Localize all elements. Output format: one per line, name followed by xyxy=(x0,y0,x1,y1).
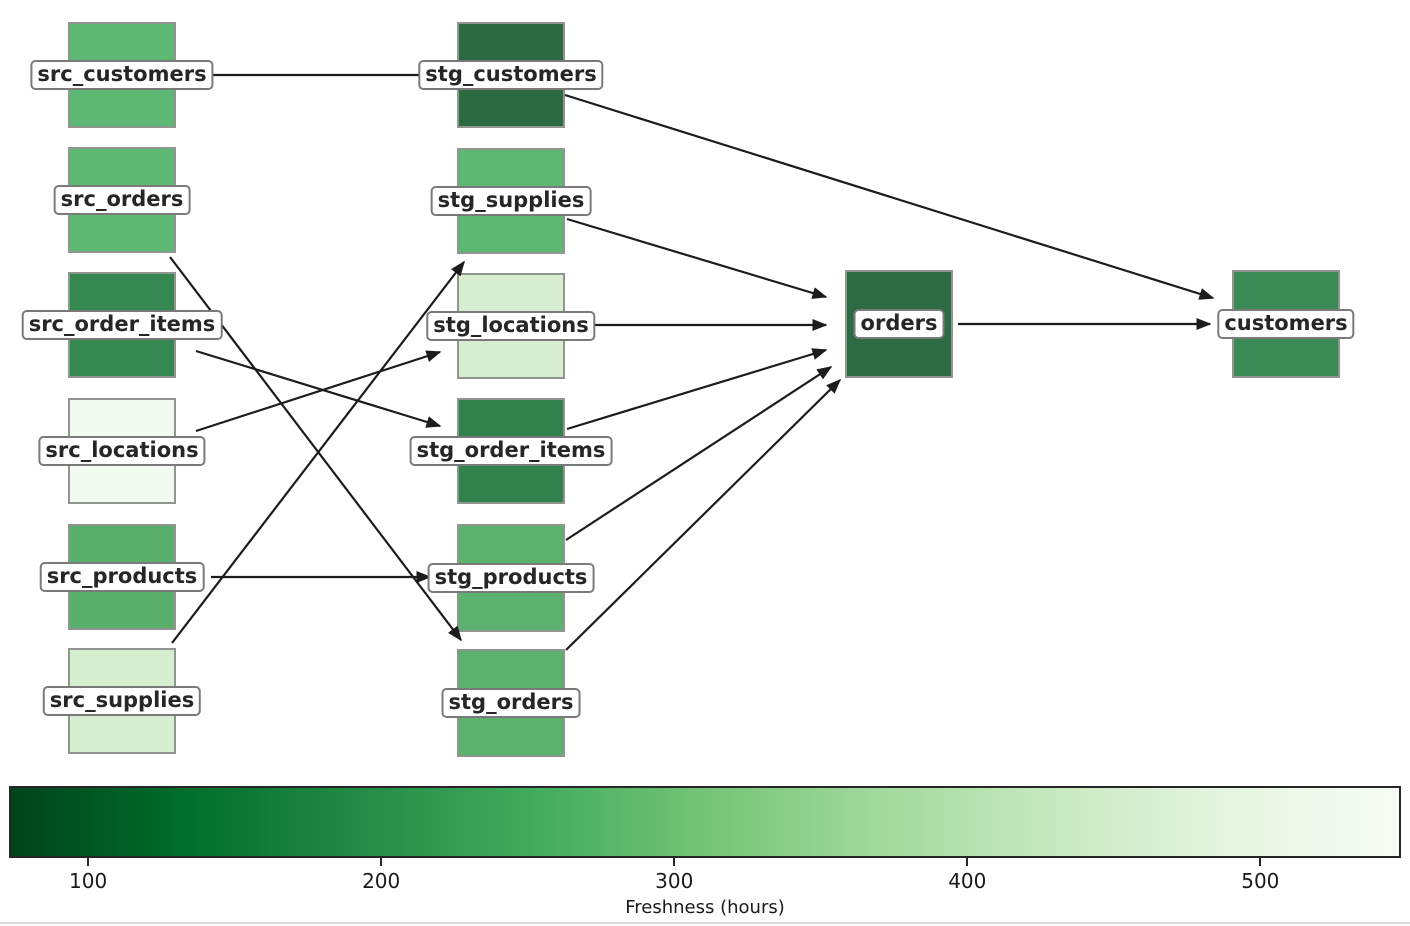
node-label-src_order_items: src_order_items xyxy=(21,310,223,340)
colorbar-gradient xyxy=(9,786,1401,858)
edge-src_supplies-to-stg_supplies xyxy=(171,260,465,644)
colorbar-tick-label-400: 400 xyxy=(948,869,987,893)
colorbar-ticks: 100 200 300 400 500 xyxy=(9,858,1401,906)
node-label-stg_order_items: stg_order_items xyxy=(409,436,613,466)
colorbar-tick-mark-300 xyxy=(673,858,676,866)
node-label-stg_products: stg_products xyxy=(427,563,595,593)
node-label-src_customers: src_customers xyxy=(30,60,214,90)
node-label-src_supplies: src_supplies xyxy=(42,686,202,716)
node-label-stg_locations: stg_locations xyxy=(426,311,596,341)
node-label-src_locations: src_locations xyxy=(38,436,206,466)
node-label-stg_orders: stg_orders xyxy=(441,688,581,718)
figure-bottom-border xyxy=(0,922,1410,924)
colorbar-axis-label: Freshness (hours) xyxy=(625,897,785,918)
colorbar-tick-label-200: 200 xyxy=(362,869,401,893)
edge-src_locations-to-stg_locations xyxy=(195,350,442,433)
edge-src_order_items-to-stg_order_items xyxy=(195,349,442,428)
colorbar-tick-mark-400 xyxy=(966,858,969,866)
colorbar-tick-label-300: 300 xyxy=(655,869,694,893)
colorbar-tick-mark-500 xyxy=(1259,858,1262,866)
node-label-src_orders: src_orders xyxy=(53,185,191,215)
colorbar-tick-mark-100 xyxy=(87,858,90,866)
node-label-orders: orders xyxy=(853,309,945,339)
colorbar-tick-mark-200 xyxy=(380,858,383,866)
edge-stg_orders-to-orders xyxy=(565,378,842,651)
node-label-stg_supplies: stg_supplies xyxy=(430,186,592,216)
colorbar-tick-label-500: 500 xyxy=(1241,869,1280,893)
colorbar-tick-label-100: 100 xyxy=(69,869,108,893)
node-label-stg_customers: stg_customers xyxy=(418,60,604,90)
edge-stg_customers-to-customers xyxy=(564,93,1215,300)
edge-stg_supplies-to-orders xyxy=(566,217,828,299)
edge-stg_order_items-to-orders xyxy=(566,348,828,431)
edge-stg_products-to-orders xyxy=(565,366,833,541)
node-label-src_products: src_products xyxy=(39,562,205,592)
node-label-customers: customers xyxy=(1217,309,1355,339)
